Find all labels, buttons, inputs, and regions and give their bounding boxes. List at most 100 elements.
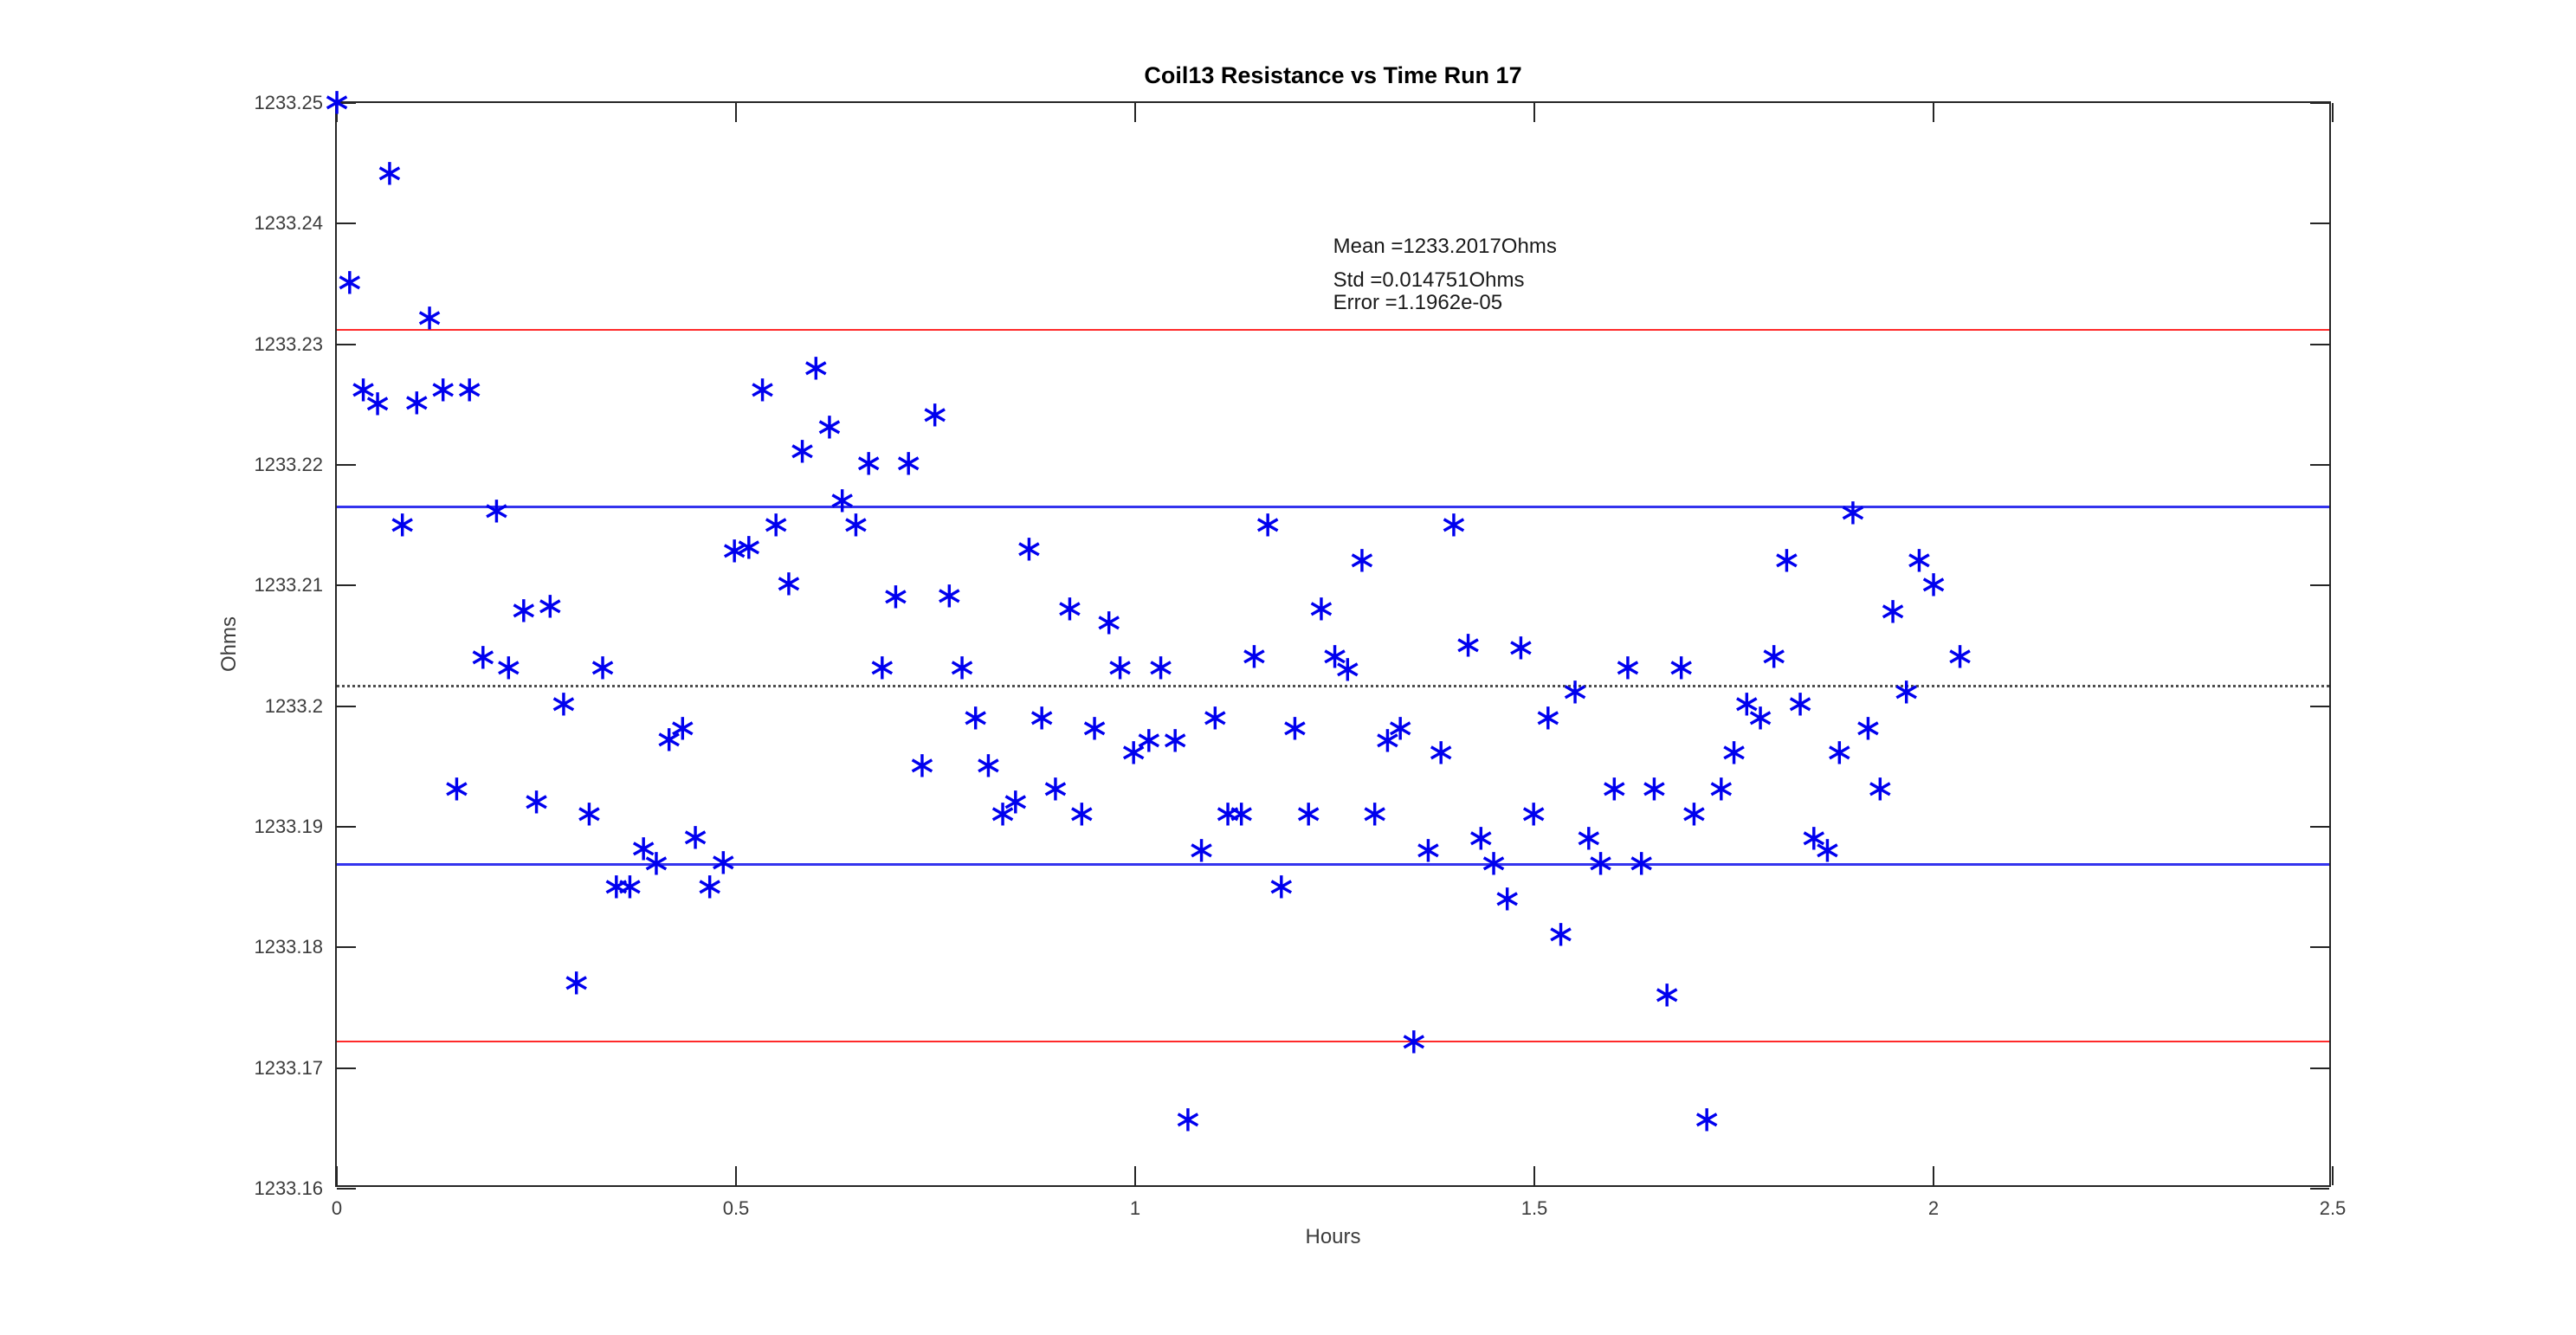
plus-std-line (337, 506, 2329, 509)
data-point-marker: ∗ (321, 80, 352, 123)
data-point-marker: ∗ (1372, 718, 1403, 761)
data-point-marker: ∗ (1013, 526, 1044, 569)
data-point-marker: ∗ (1533, 694, 1564, 738)
data-point-marker: ∗ (454, 366, 485, 410)
data-point-marker: ∗ (1412, 828, 1443, 871)
data-point-marker: ∗ (1731, 681, 1762, 725)
data-point-marker: ∗ (534, 584, 565, 627)
data-point-marker: ∗ (1026, 694, 1057, 738)
x-tick-top (2332, 103, 2334, 122)
stats-annotation-2: Error =1.1962e-05 (1333, 291, 1503, 315)
x-tick-bottom (1533, 1166, 1535, 1185)
data-point-marker: ∗ (428, 366, 459, 410)
y-tick-left (337, 102, 356, 104)
x-tick-bottom (735, 1166, 737, 1185)
data-point-marker: ∗ (587, 645, 618, 688)
y-tick-label: 1233.21 (254, 574, 323, 597)
data-point-marker: ∗ (1666, 645, 1697, 688)
data-point-marker: ∗ (667, 706, 698, 749)
data-point-marker: ∗ (1346, 538, 1378, 581)
data-point-marker: ∗ (1864, 766, 1895, 809)
data-point-marker: ∗ (1625, 841, 1657, 884)
data-point-marker: ∗ (959, 694, 991, 738)
y-tick-label: 1233.17 (254, 1056, 323, 1079)
data-point-marker: ∗ (334, 259, 365, 302)
y-tick-right (2310, 584, 2329, 587)
y-tick-label: 1233.22 (254, 454, 323, 475)
data-point-marker: ∗ (1585, 841, 1617, 884)
data-point-marker: ∗ (1651, 972, 1682, 1016)
x-tick-top (1533, 103, 1535, 122)
data-point-marker: ∗ (987, 791, 1018, 835)
data-point-marker: ∗ (1054, 586, 1085, 629)
y-tick-right (2310, 826, 2329, 828)
data-point-marker: ∗ (1903, 538, 1934, 581)
data-point-marker: ∗ (1385, 706, 1416, 749)
data-point-marker: ∗ (919, 392, 951, 435)
x-tick-label: 1 (1129, 1197, 1141, 1219)
y-tick-label: 1233.24 (254, 212, 323, 235)
data-point-marker: ∗ (1612, 645, 1643, 688)
data-point-marker: ∗ (1425, 730, 1456, 773)
chart-title: Coil13 Resistance vs Time Run 17 (1144, 62, 1522, 88)
data-point-marker: ∗ (972, 743, 1004, 786)
data-point-marker: ∗ (548, 681, 579, 725)
data-point-marker: ∗ (1811, 828, 1843, 871)
data-point-marker: ∗ (786, 428, 818, 471)
data-point-marker: ∗ (1573, 816, 1604, 859)
data-point-marker: ∗ (707, 840, 739, 883)
y-tick-left (337, 826, 356, 828)
y-axis-label: Ohms (217, 616, 241, 673)
data-point-marker: ∗ (386, 501, 418, 545)
x-tick-top (735, 103, 737, 122)
data-point-marker: ∗ (733, 525, 765, 568)
data-point-marker: ∗ (680, 814, 711, 857)
data-point-marker: ∗ (468, 635, 499, 678)
y-tick-label: 1233.2 (264, 694, 323, 717)
data-point-marker: ∗ (880, 574, 911, 617)
data-point-marker: ∗ (520, 779, 552, 822)
y-tick-right (2310, 946, 2329, 949)
data-point-marker: ∗ (493, 645, 524, 688)
x-axis-label: Hours (1305, 1225, 1361, 1248)
y-tick-left (337, 705, 356, 707)
data-point-marker: ∗ (1492, 875, 1523, 919)
data-point-marker: ∗ (814, 404, 845, 448)
data-point-marker: ∗ (1891, 669, 1922, 713)
x-tick-bottom (2332, 1166, 2334, 1185)
data-point-marker: ∗ (653, 716, 685, 759)
x-tick-label: 0 (331, 1197, 343, 1219)
y-tick-label: 1233.25 (254, 92, 323, 113)
data-point-marker: ∗ (1145, 645, 1177, 688)
data-point-marker: ∗ (401, 380, 432, 423)
x-tick-bottom (1134, 1166, 1136, 1185)
data-point-marker: ∗ (1852, 706, 1883, 749)
data-point-marker: ∗ (1159, 718, 1191, 761)
y-tick-right (2310, 1067, 2329, 1069)
data-point-marker: ∗ (1678, 791, 1709, 835)
data-point-marker: ∗ (641, 841, 672, 884)
data-point-marker: ∗ (1798, 816, 1830, 859)
stats-annotation-1: Std =0.014751Ohms (1333, 268, 1525, 292)
data-point-marker: ∗ (1785, 681, 1816, 725)
data-point-marker: ∗ (1918, 562, 1949, 605)
data-point-marker: ∗ (773, 561, 804, 604)
data-point-marker: ∗ (1438, 501, 1469, 545)
y-tick-label: 1233.16 (254, 1177, 323, 1199)
data-point-marker: ∗ (628, 826, 659, 869)
y-tick-label: 1233.19 (254, 816, 323, 837)
data-point-marker: ∗ (601, 863, 632, 906)
data-point-marker: ∗ (907, 743, 938, 786)
data-point-marker: ∗ (1226, 791, 1257, 835)
data-point-marker: ∗ (1252, 501, 1283, 545)
minus-std-line (337, 862, 2329, 866)
data-point-marker: ∗ (1306, 586, 1337, 629)
data-point-marker: ∗ (414, 295, 445, 339)
data-point-marker: ∗ (1118, 730, 1149, 773)
data-point-marker: ∗ (1172, 1096, 1204, 1139)
y-tick-right (2310, 222, 2329, 225)
y-tick-left (337, 343, 356, 345)
y-tick-label: 1233.23 (254, 332, 323, 355)
data-point-marker: ∗ (1706, 766, 1737, 809)
data-point-marker: ∗ (1598, 766, 1630, 809)
